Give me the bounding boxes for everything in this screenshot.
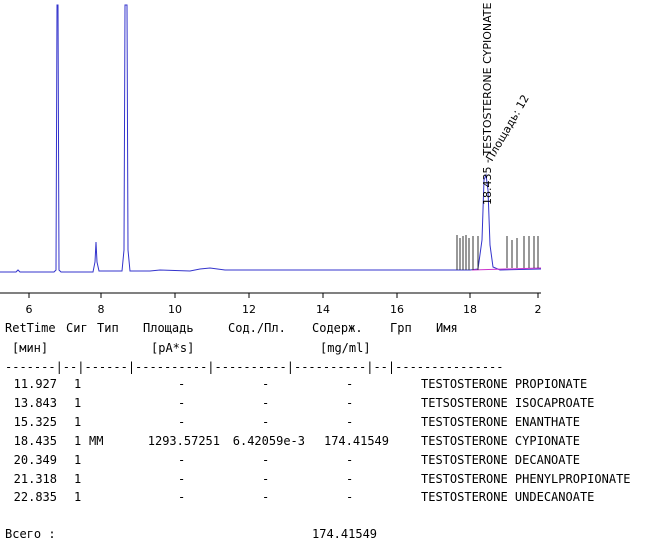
amount: - — [346, 490, 354, 504]
baseline — [471, 267, 541, 271]
compound-name: TESTOSTERONE UNDECANOATE — [421, 490, 595, 504]
ratio: - — [262, 472, 270, 486]
ret-time: 22.835 — [13, 490, 57, 504]
x-tick-label: 12 — [242, 303, 256, 316]
total-value: 174.41549 — [312, 527, 378, 541]
column-header: Грп — [390, 321, 412, 335]
ratio: - — [262, 377, 270, 391]
column-header: Тип — [97, 321, 119, 335]
peak-label: 18.435 - TESTOSTERONE CYPIONATE — [481, 3, 494, 205]
ratio: 6.42059e-3 — [232, 434, 305, 448]
compound-name: TESTOSTERONE CYPIONATE — [421, 434, 580, 448]
compound-name: TESTOSTERONE PROPIONATE — [421, 377, 588, 391]
column-header: Сиг — [66, 321, 88, 335]
peak-type: MM — [89, 434, 104, 448]
ratio: - — [262, 415, 270, 429]
signal: 1 — [74, 453, 82, 467]
ratio: - — [262, 453, 270, 467]
signal: 1 — [74, 377, 82, 391]
column-header: RetTime — [5, 321, 56, 335]
area: - — [178, 396, 186, 410]
amount: - — [346, 453, 354, 467]
signal-trace — [0, 4, 541, 273]
column-header: Имя — [436, 321, 458, 335]
signal: 1 — [74, 490, 82, 504]
separator: -------|--|------|----------|----------|… — [5, 360, 504, 374]
minor-peak-labels — [456, 235, 539, 270]
amount: - — [346, 377, 354, 391]
column-header: Содерж. — [312, 321, 363, 335]
x-tick-label: 14 — [316, 303, 330, 316]
x-tick-label: 8 — [98, 303, 105, 316]
amount: - — [346, 415, 354, 429]
ratio: - — [262, 490, 270, 504]
area: - — [178, 472, 186, 486]
column-unit: [pA*s] — [151, 341, 195, 355]
signal: 1 — [74, 472, 82, 486]
area: - — [178, 415, 186, 429]
area: 1293.57251 — [147, 434, 220, 448]
area: - — [178, 453, 186, 467]
column-unit: [мин] — [12, 341, 49, 355]
x-tick-label: 16 — [390, 303, 404, 316]
ret-time: 20.349 — [13, 453, 57, 467]
ret-time: 11.927 — [13, 377, 57, 391]
amount: 174.41549 — [323, 434, 389, 448]
amount: - — [346, 396, 354, 410]
ret-time: 13.843 — [13, 396, 57, 410]
x-ticks: 6 8 10 12 14 16 18 2 — [26, 293, 542, 316]
x-tick-label: 6 — [26, 303, 33, 316]
compound-name: TESTOSTERONE PHENYLPROPIONATE — [421, 472, 631, 486]
area: - — [178, 490, 186, 504]
amount: - — [346, 472, 354, 486]
signal: 1 — [74, 434, 82, 448]
x-tick-label: 2 — [535, 303, 542, 316]
chromatogram: 6 8 10 12 14 16 18 2 18.435 - TESTOSTERONE CYPI… — [0, 3, 542, 316]
area: - — [178, 377, 186, 391]
total-label: Всего : — [5, 527, 56, 541]
column-unit: [mg/ml] — [320, 341, 371, 355]
column-header: Сод./Пл. — [228, 321, 286, 335]
column-header: Площадь — [143, 321, 194, 335]
x-tick-label: 10 — [168, 303, 182, 316]
ret-time: 18.435 — [13, 434, 57, 448]
compound-name: TESTOSTERONE ENANTHATE — [421, 415, 580, 429]
signal: 1 — [74, 415, 82, 429]
ratio: - — [262, 396, 270, 410]
compound-name: TESTOSTERONE DECANOATE — [421, 453, 580, 467]
ret-time: 21.318 — [13, 472, 57, 486]
compound-name: TETSOSTERONE ISOCAPROATE — [421, 396, 595, 410]
signal: 1 — [74, 396, 82, 410]
ret-time: 15.325 — [13, 415, 57, 429]
x-tick-label: 18 — [463, 303, 477, 316]
